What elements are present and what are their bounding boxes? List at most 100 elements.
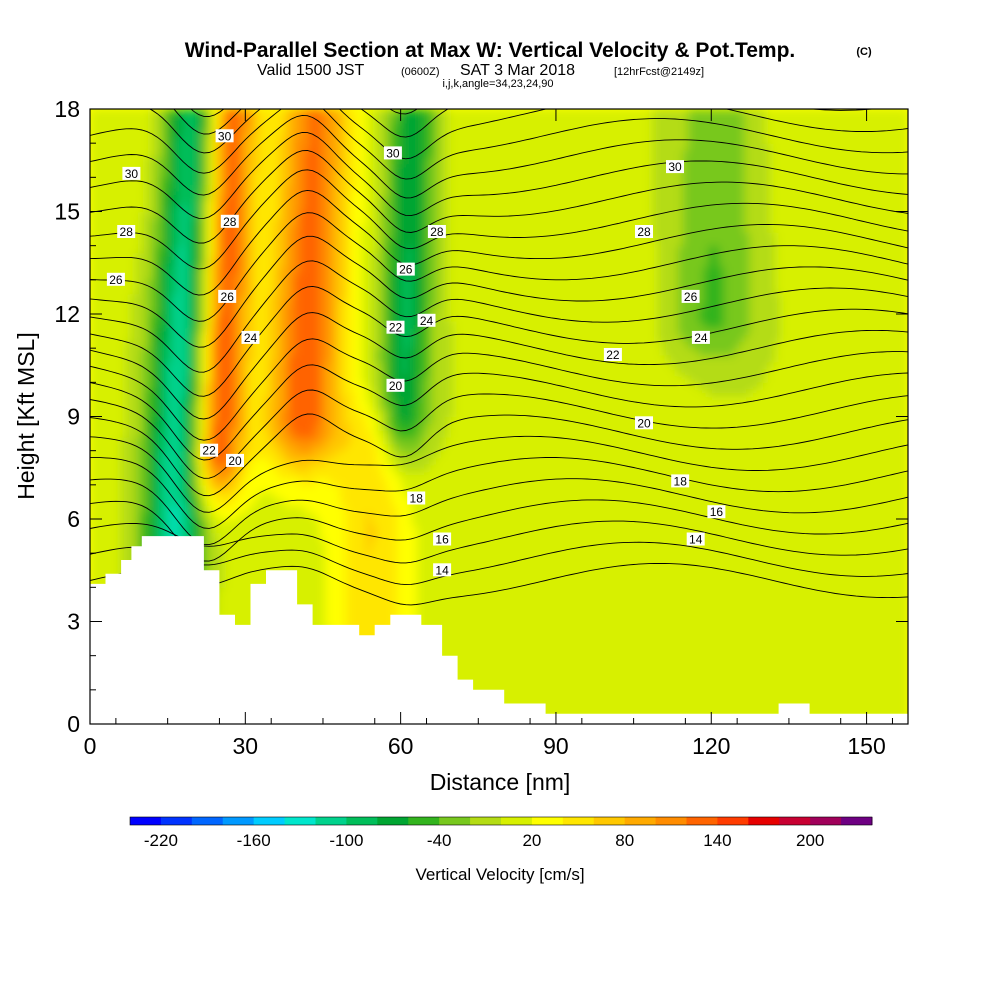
velocity-cell xyxy=(667,628,674,636)
velocity-cell xyxy=(897,662,904,670)
velocity-cell xyxy=(207,519,214,527)
velocity-cell xyxy=(125,553,132,561)
velocity-cell xyxy=(591,594,597,602)
velocity-cell xyxy=(626,696,633,705)
velocity-cell xyxy=(698,580,705,588)
velocity-cell xyxy=(238,573,244,582)
velocity-cell xyxy=(887,676,894,684)
velocity-cell xyxy=(621,566,628,575)
velocity-cell xyxy=(631,573,638,582)
velocity-cell xyxy=(672,512,679,520)
velocity-cell xyxy=(708,628,715,636)
velocity-cell xyxy=(708,594,715,602)
velocity-cell xyxy=(861,539,868,547)
velocity-cell xyxy=(555,566,561,575)
velocity-cell xyxy=(601,532,607,541)
velocity-cell xyxy=(417,594,423,602)
velocity-cell xyxy=(683,539,689,547)
velocity-cell xyxy=(274,560,280,568)
velocity-cell xyxy=(652,601,659,609)
velocity-cell xyxy=(769,669,776,677)
velocity-cell xyxy=(499,594,505,602)
velocity-cell xyxy=(800,635,807,643)
velocity-cell xyxy=(366,539,372,547)
velocity-cell xyxy=(458,607,464,616)
velocity-cell xyxy=(826,587,832,595)
velocity-cell xyxy=(437,546,444,554)
velocity-cell xyxy=(146,512,152,520)
velocity-cell xyxy=(861,560,868,568)
velocity-cell xyxy=(902,628,908,636)
velocity-cell xyxy=(780,676,786,684)
velocity-cell xyxy=(550,669,556,677)
velocity-cell xyxy=(422,539,429,547)
velocity-cell xyxy=(524,648,531,657)
velocity-cell xyxy=(233,587,239,595)
velocity-cell xyxy=(815,539,822,547)
velocity-cell xyxy=(718,648,725,657)
velocity-cell xyxy=(233,505,239,513)
velocity-cell xyxy=(877,703,884,711)
velocity-cell xyxy=(417,525,423,534)
velocity-cell xyxy=(565,532,572,541)
velocity-cell xyxy=(570,628,577,636)
velocity-cell xyxy=(493,519,500,527)
velocity-cell xyxy=(274,553,280,561)
velocity-cell xyxy=(882,601,889,609)
velocity-cell xyxy=(146,519,152,527)
velocity-cell xyxy=(412,519,418,527)
velocity-cell xyxy=(95,560,101,568)
velocity-cell xyxy=(882,621,889,629)
velocity-cell xyxy=(350,532,357,541)
velocity-cell xyxy=(136,525,142,534)
velocity-cell xyxy=(631,696,638,705)
velocity-cell xyxy=(897,676,904,684)
velocity-cell xyxy=(509,607,515,616)
velocity-cell xyxy=(785,614,792,623)
velocity-cell xyxy=(452,601,459,609)
velocity-cell xyxy=(882,607,889,616)
velocity-cell xyxy=(509,628,515,636)
velocity-cell xyxy=(749,553,756,561)
velocity-cell xyxy=(713,642,720,650)
velocity-cell xyxy=(366,587,372,595)
velocity-cell xyxy=(504,601,510,609)
velocity-cell xyxy=(468,662,475,670)
velocity-cell xyxy=(483,669,490,677)
velocity-cell xyxy=(739,580,745,588)
velocity-cell xyxy=(442,553,449,561)
velocity-cell xyxy=(698,635,705,643)
velocity-cell xyxy=(555,546,561,554)
velocity-cell xyxy=(345,566,352,575)
velocity-cell xyxy=(861,648,868,657)
velocity-cell xyxy=(846,621,853,629)
velocity-cell xyxy=(478,519,485,527)
chart-title: Wind-Parallel Section at Max W: Vertical… xyxy=(185,39,796,62)
velocity-cell xyxy=(345,607,352,616)
velocity-cell xyxy=(887,532,894,541)
velocity-cell xyxy=(591,519,597,527)
velocity-cell xyxy=(856,532,863,541)
velocity-cell xyxy=(222,560,229,568)
velocity-cell xyxy=(478,669,485,677)
velocity-cell xyxy=(887,628,894,636)
velocity-cell xyxy=(677,683,684,691)
velocity-cell xyxy=(902,594,908,602)
velocity-cell xyxy=(626,553,633,561)
velocity-cell xyxy=(851,621,858,629)
velocity-cell xyxy=(596,614,602,623)
velocity-cell xyxy=(514,642,521,650)
velocity-cell xyxy=(325,546,331,554)
velocity-cell xyxy=(723,689,730,698)
velocity-cell xyxy=(483,621,490,629)
velocity-cell xyxy=(826,614,832,623)
velocity-cell xyxy=(769,519,776,527)
velocity-cell xyxy=(396,594,403,602)
velocity-cell xyxy=(248,512,255,520)
velocity-cell xyxy=(764,635,771,643)
velocity-cell xyxy=(856,580,863,588)
velocity-cell xyxy=(473,546,480,554)
velocity-cell xyxy=(647,607,653,616)
velocity-cell xyxy=(851,648,858,657)
velocity-cell xyxy=(130,519,137,527)
